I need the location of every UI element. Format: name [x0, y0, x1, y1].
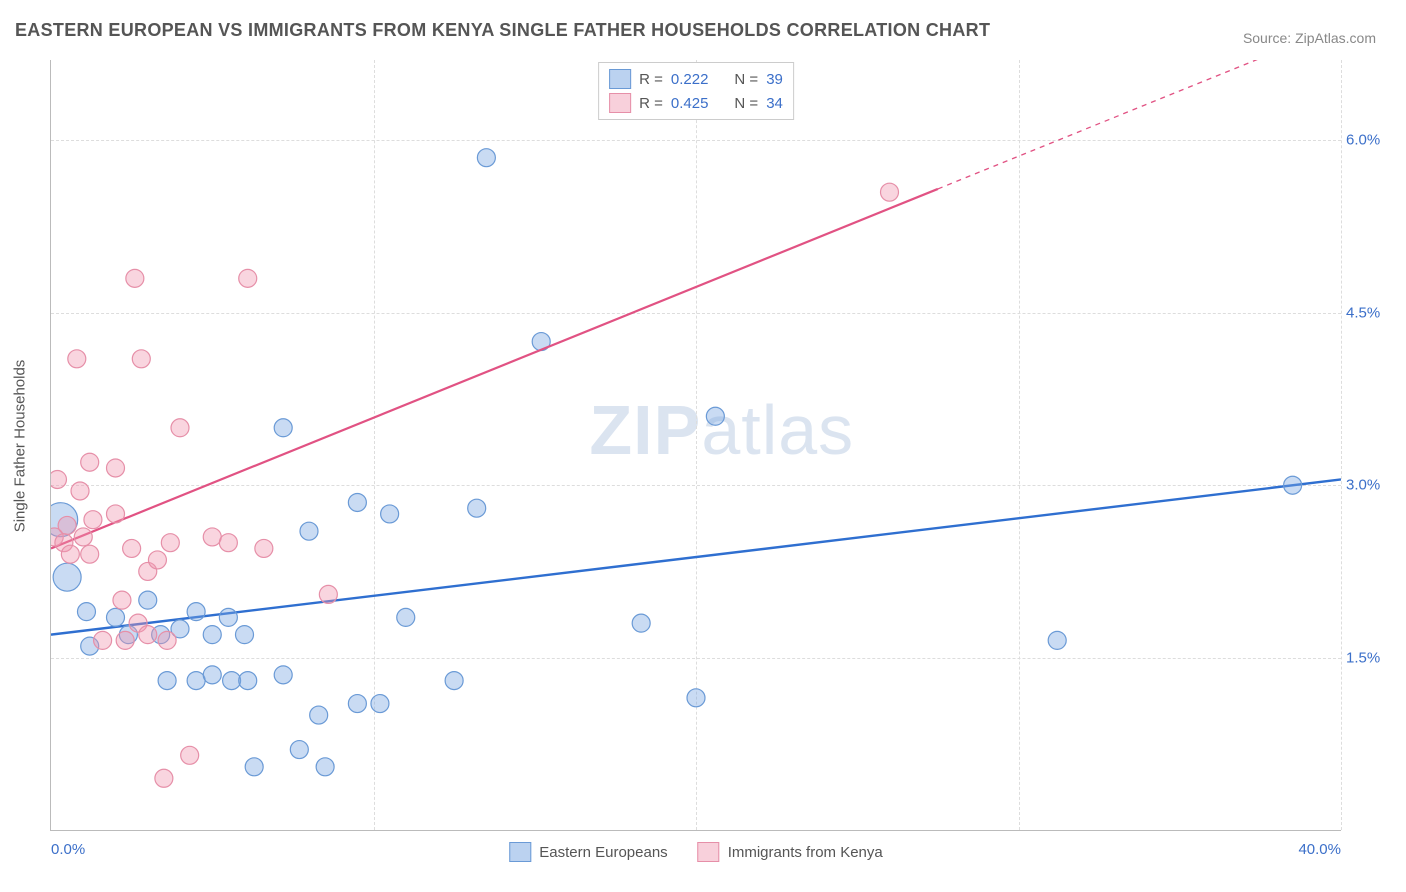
y-tick-label: 1.5% — [1346, 649, 1396, 666]
chart-title: EASTERN EUROPEAN VS IMMIGRANTS FROM KENY… — [15, 20, 990, 41]
r-label-0: R = — [639, 71, 663, 88]
swatch-blue-icon — [609, 69, 631, 89]
chart-container: EASTERN EUROPEAN VS IMMIGRANTS FROM KENY… — [0, 0, 1406, 892]
legend-label-1: Immigrants from Kenya — [728, 844, 883, 861]
source-label: Source: — [1243, 30, 1291, 46]
x-tick-label: 40.0% — [1298, 841, 1341, 858]
r-value-0: 0.222 — [671, 71, 709, 88]
r-label-1: R = — [639, 95, 663, 112]
x-tick-label: 0.0% — [51, 841, 85, 858]
swatch-pink-icon — [698, 842, 720, 862]
n-label-0: N = — [734, 71, 758, 88]
legend-item-1: Immigrants from Kenya — [698, 842, 883, 862]
swatch-blue-icon — [509, 842, 531, 862]
source-value: ZipAtlas.com — [1295, 30, 1376, 46]
y-tick-label: 3.0% — [1346, 477, 1396, 494]
legend-series: Eastern Europeans Immigrants from Kenya — [509, 842, 882, 862]
swatch-pink-icon — [609, 93, 631, 113]
n-value-0: 39 — [766, 71, 783, 88]
n-value-1: 34 — [766, 95, 783, 112]
plot-area: ZIPatlas R = 0.222 N = 39 R = 0.425 N = … — [50, 60, 1341, 831]
n-label-1: N = — [734, 95, 758, 112]
legend-stats: R = 0.222 N = 39 R = 0.425 N = 34 — [598, 62, 794, 120]
y-tick-label: 6.0% — [1346, 132, 1396, 149]
source-attribution: Source: ZipAtlas.com — [1243, 30, 1376, 46]
gridline-v — [1341, 60, 1342, 830]
y-tick-label: 4.5% — [1346, 304, 1396, 321]
chart-svg — [51, 60, 1341, 830]
legend-label-0: Eastern Europeans — [539, 844, 667, 861]
legend-item-0: Eastern Europeans — [509, 842, 667, 862]
legend-stats-row-1: R = 0.425 N = 34 — [609, 91, 783, 115]
y-axis-label: Single Father Households — [12, 360, 29, 533]
legend-stats-row-0: R = 0.222 N = 39 — [609, 67, 783, 91]
r-value-1: 0.425 — [671, 95, 709, 112]
